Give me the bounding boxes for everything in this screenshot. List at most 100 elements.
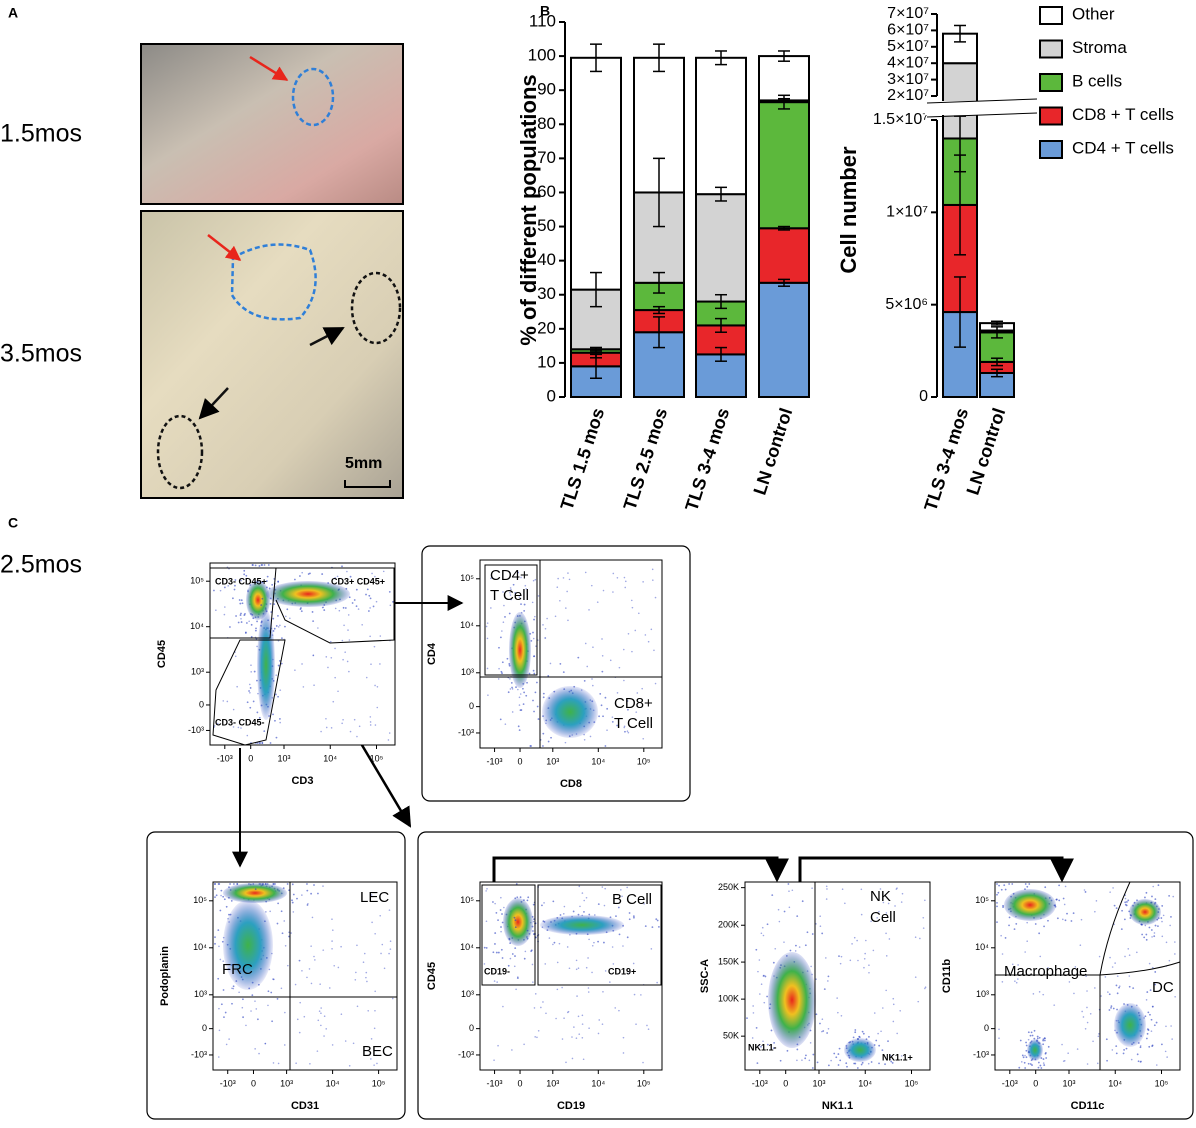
y-axis-label: Podoplanin (159, 946, 171, 1006)
event-dot (592, 684, 594, 687)
event-dot (374, 932, 376, 935)
event-dot (271, 1020, 274, 1023)
event-dot (320, 1007, 322, 1009)
event-dot (217, 929, 220, 932)
event-dot (1160, 1043, 1163, 1046)
event-dot (361, 624, 363, 626)
event-dot (1162, 914, 1165, 917)
event-dot (1124, 897, 1127, 900)
event-dot (762, 1040, 764, 1043)
event-dot (600, 704, 603, 707)
event-dot (533, 672, 536, 675)
event-dot (499, 718, 502, 721)
event-dot (533, 618, 535, 621)
event-dot (566, 1011, 569, 1014)
event-dot (389, 604, 392, 607)
event-dot (632, 915, 635, 918)
y-tick-label: 0 (547, 386, 556, 405)
event-dot (503, 906, 505, 909)
legend-label: CD4 + T cells (1072, 138, 1174, 157)
arrow (309, 326, 345, 347)
event-dot (313, 684, 315, 687)
event-dot (495, 911, 498, 914)
event-dot (534, 1036, 536, 1038)
event-dot (651, 926, 654, 929)
x-axis-label: CD3 (291, 775, 313, 787)
event-dot (1003, 884, 1006, 887)
event-dot (530, 950, 533, 953)
y-tick-label: 10⁵ (460, 573, 474, 583)
event-dot (597, 1032, 600, 1035)
event-dot (239, 614, 242, 616)
event-dot (506, 657, 509, 660)
y-axis-label: CD45 (426, 962, 438, 990)
event-dot (547, 740, 550, 743)
event-dot (301, 571, 303, 574)
event-dot (1112, 887, 1114, 889)
event-dot (246, 701, 249, 704)
event-dot (622, 945, 624, 947)
event-dot (1098, 955, 1101, 958)
event-dot (344, 607, 347, 609)
event-dot (334, 577, 337, 580)
event-dot (892, 1003, 895, 1006)
event-dot (1019, 1039, 1022, 1042)
event-dot (509, 957, 512, 960)
event-dot (524, 950, 527, 953)
gate-label: T Cell (614, 715, 653, 732)
event-dot (566, 590, 568, 593)
event-dot (996, 883, 998, 885)
event-dot (265, 610, 268, 613)
event-dot (758, 1044, 761, 1047)
event-dot (891, 1062, 894, 1064)
event-dot (1042, 1038, 1045, 1041)
event-dot (370, 663, 372, 666)
event-dot (337, 966, 340, 969)
event-dot (1066, 912, 1068, 915)
event-dot (231, 1002, 233, 1005)
event-dot (1047, 1045, 1050, 1048)
event-dot (1024, 1067, 1027, 1069)
event-dot (264, 1042, 267, 1045)
event-dot (577, 1015, 580, 1018)
density (768, 952, 816, 1048)
event-dot (374, 724, 377, 726)
event-dot (532, 981, 534, 983)
event-dot (374, 990, 376, 993)
event-dot (1151, 895, 1153, 898)
event-dot (502, 591, 504, 593)
event-dot (606, 729, 608, 731)
event-dot (483, 946, 486, 949)
event-dot (896, 1032, 898, 1035)
event-dot (860, 888, 863, 891)
legend-swatch (1039, 140, 1063, 159)
event-dot (617, 906, 620, 909)
event-dot (563, 1017, 565, 1019)
y-tick-label: 3×10⁷ (887, 71, 929, 88)
event-dot (369, 716, 372, 718)
event-dot (1124, 955, 1126, 958)
event-dot (312, 654, 315, 656)
event-dot (585, 896, 588, 899)
event-dot (536, 1036, 538, 1039)
event-dot (856, 1067, 859, 1069)
event-dot (581, 892, 584, 894)
event-dot (1039, 1064, 1042, 1067)
event-dot (277, 902, 280, 905)
x-tick-label: -10³ (487, 1078, 503, 1088)
event-dot (788, 890, 790, 892)
event-dot (588, 1027, 590, 1030)
photo (140, 43, 404, 205)
y-tick-label: 50 (537, 216, 556, 235)
event-dot (243, 573, 246, 576)
event-dot (544, 627, 547, 630)
event-dot (1096, 1062, 1099, 1065)
event-dot (602, 589, 605, 592)
event-dot (531, 601, 534, 604)
event-dot (1174, 941, 1176, 943)
event-dot (601, 886, 604, 888)
event-dot (529, 745, 532, 747)
event-dot (542, 692, 545, 695)
event-dot (618, 666, 621, 669)
event-dot (1100, 995, 1102, 997)
